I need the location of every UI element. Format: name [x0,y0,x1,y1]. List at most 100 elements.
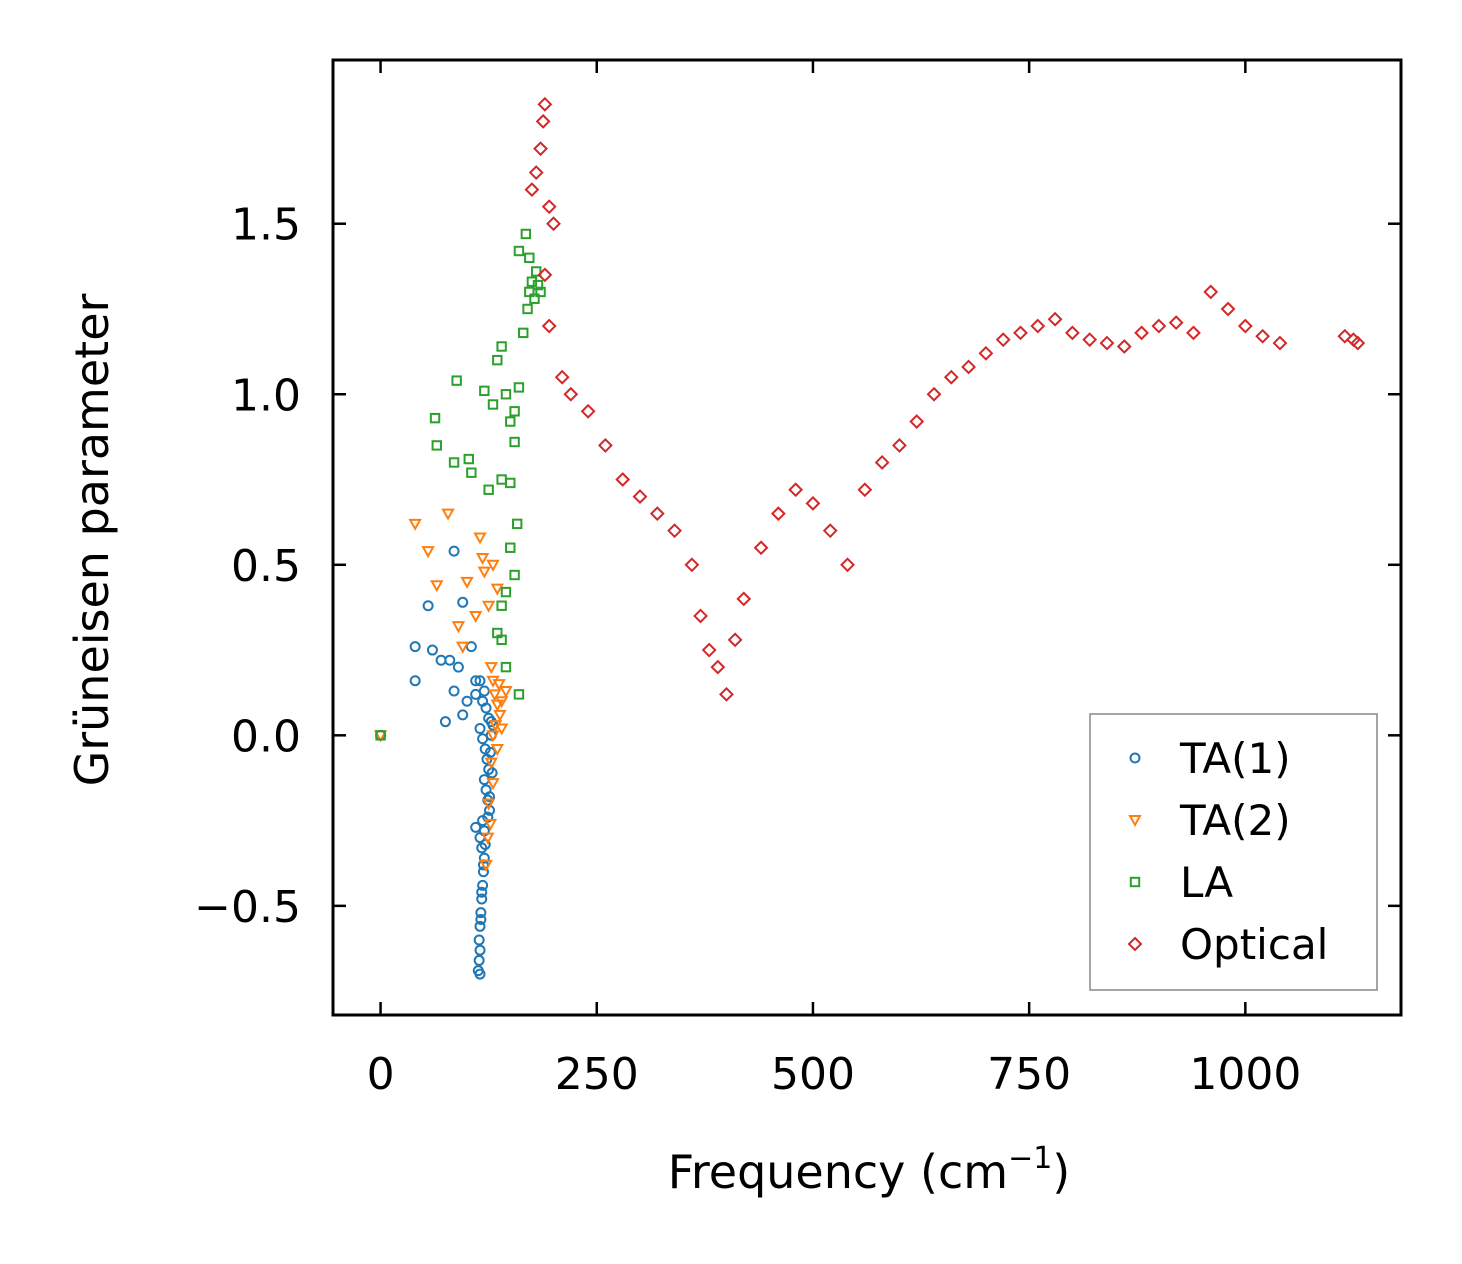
data-point [531,266,542,277]
data-point [1168,315,1184,331]
y-tick-label: 1.5 [231,200,301,251]
data-point [554,369,570,385]
data-point [524,252,535,264]
data-point [409,675,421,687]
data-marks [373,96,1366,980]
data-point [468,610,483,624]
data-point [1350,335,1366,351]
data-point [409,641,421,653]
data-point [1203,284,1219,300]
x-axis-label-suffix: ) [1052,1145,1070,1199]
data-point [441,508,455,521]
legend-marker [1127,936,1143,952]
data-point [474,723,486,734]
y-tick-label: 1.0 [231,370,301,421]
data-point [474,968,486,980]
data-point [520,228,532,240]
data-point [483,484,494,495]
data-point [452,661,464,673]
data-point [475,907,487,919]
data-point [736,591,752,607]
series-optical [524,96,1366,702]
data-point [483,819,498,832]
x-tick-label: 1000 [1189,1049,1301,1100]
axis-ticks: 0 250 500 750 1000 −0.5 0.0 0.5 1.0 1.5 [194,60,1401,1100]
data-point [482,811,494,823]
data-point [473,532,487,545]
data-point [727,632,743,648]
legend-marker [1129,876,1141,888]
x-axis-label-superscript: −1 [1008,1141,1052,1176]
data-point [500,586,512,598]
data-point [473,954,485,966]
data-point [1064,325,1080,341]
data-point [684,557,700,573]
data-point [719,686,734,702]
y-tick-label: −0.5 [194,882,301,933]
data-point [476,893,488,905]
data-point [1082,332,1098,348]
data-point [484,746,496,758]
data-point [444,654,456,666]
data-point [532,279,544,291]
data-point [1030,318,1046,334]
data-point [478,685,490,697]
legend-label: TA(2) [1179,796,1291,845]
data-point [500,661,512,673]
data-point [649,506,665,522]
data-point [475,552,490,566]
data-point [486,767,498,779]
data-point [476,886,488,898]
data-point [493,709,507,722]
data-point [478,852,490,864]
data-point [457,709,469,721]
legend: TA(1) TA(2) LA Optical [1089,713,1378,991]
data-point [822,523,838,539]
data-point [496,600,507,611]
x-tick-label: 250 [555,1049,639,1100]
data-point [528,165,544,180]
data-point [477,879,489,891]
data-point [535,286,546,298]
data-point [926,386,942,402]
data-point [492,679,506,692]
data-point [486,778,500,791]
data-point [463,453,474,465]
data-point [518,327,529,339]
data-point [513,689,525,700]
data-point [484,791,496,803]
legend-marker [1129,752,1141,764]
data-point [481,798,496,811]
data-point [509,436,520,448]
data-point [805,495,821,511]
data-point [461,695,473,707]
data-point [1047,311,1063,327]
data-point [513,245,525,257]
data-point [448,545,460,557]
series-ta-1 [375,545,499,980]
data-point [465,641,477,653]
data-point [788,482,804,498]
data-point [1116,339,1132,354]
data-point [1099,335,1115,351]
data-point [1255,328,1271,344]
data-point [978,345,994,361]
data-point [499,685,513,699]
x-tick-label: 750 [987,1049,1071,1100]
data-point [488,689,502,702]
data-point [961,359,977,375]
y-tick-label: 0.5 [231,541,301,592]
data-point [541,318,557,334]
data-point [422,600,434,612]
data-point [1220,301,1236,317]
legend-label: LA [1180,858,1233,907]
legend-entry: TA(2) [1128,796,1291,845]
data-point [1237,318,1253,334]
data-point [486,559,500,572]
legend-marker [1128,815,1142,828]
data-point [481,600,496,613]
legend-entry: TA(1) [1129,734,1291,783]
data-point [439,716,451,728]
data-point [490,583,505,596]
data-point [753,540,769,556]
